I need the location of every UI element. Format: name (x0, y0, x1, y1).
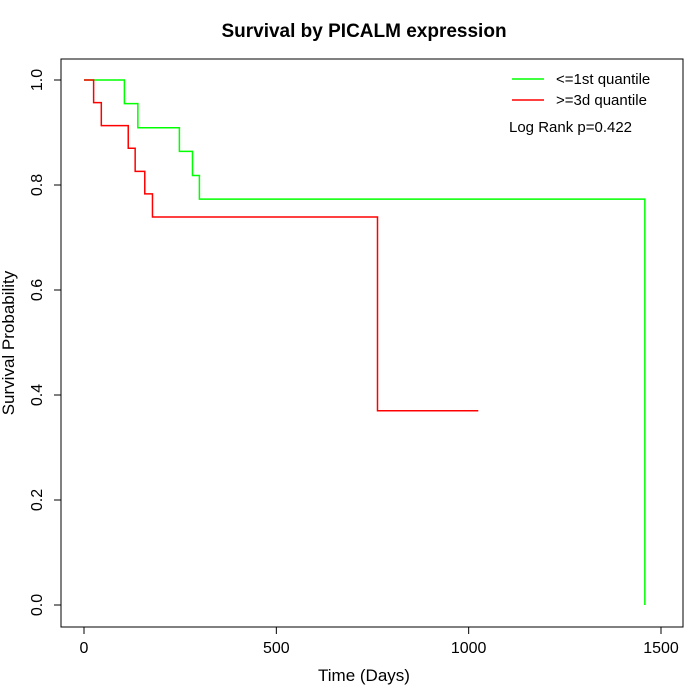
chart-title: Survival by PICALM expression (221, 21, 506, 42)
y-axis-label: Survival Probability (0, 270, 18, 415)
x-tick-label: 1500 (643, 640, 679, 657)
plot-frame (60, 58, 684, 628)
x-axis-label: Time (Days) (318, 666, 410, 685)
series-layer (84, 79, 646, 605)
series-line-low (84, 79, 646, 605)
y-tick-label: 0.8 (29, 174, 46, 196)
y-axis: 0.0 0.2 0.4 0.6 0.8 1.0 (29, 69, 62, 616)
legend: <=1st quantile >=3d quantile (512, 71, 650, 109)
y-tick-label: 0.4 (29, 384, 46, 406)
y-tick-label: 0.0 (29, 594, 46, 616)
x-tick-label: 500 (263, 640, 290, 657)
log-rank-annotation: Log Rank p=0.422 (509, 119, 632, 136)
x-tick-label: 0 (80, 640, 89, 657)
x-axis: 0 500 1000 1500 (80, 626, 679, 657)
y-tick-label: 1.0 (29, 69, 46, 91)
x-tick-label: 1000 (451, 640, 487, 657)
y-tick-label: 0.2 (29, 489, 46, 511)
legend-label-high: >=3d quantile (556, 92, 647, 109)
legend-label-low: <=1st quantile (556, 71, 650, 88)
y-tick-label: 0.6 (29, 279, 46, 301)
series-line-high (84, 79, 479, 412)
